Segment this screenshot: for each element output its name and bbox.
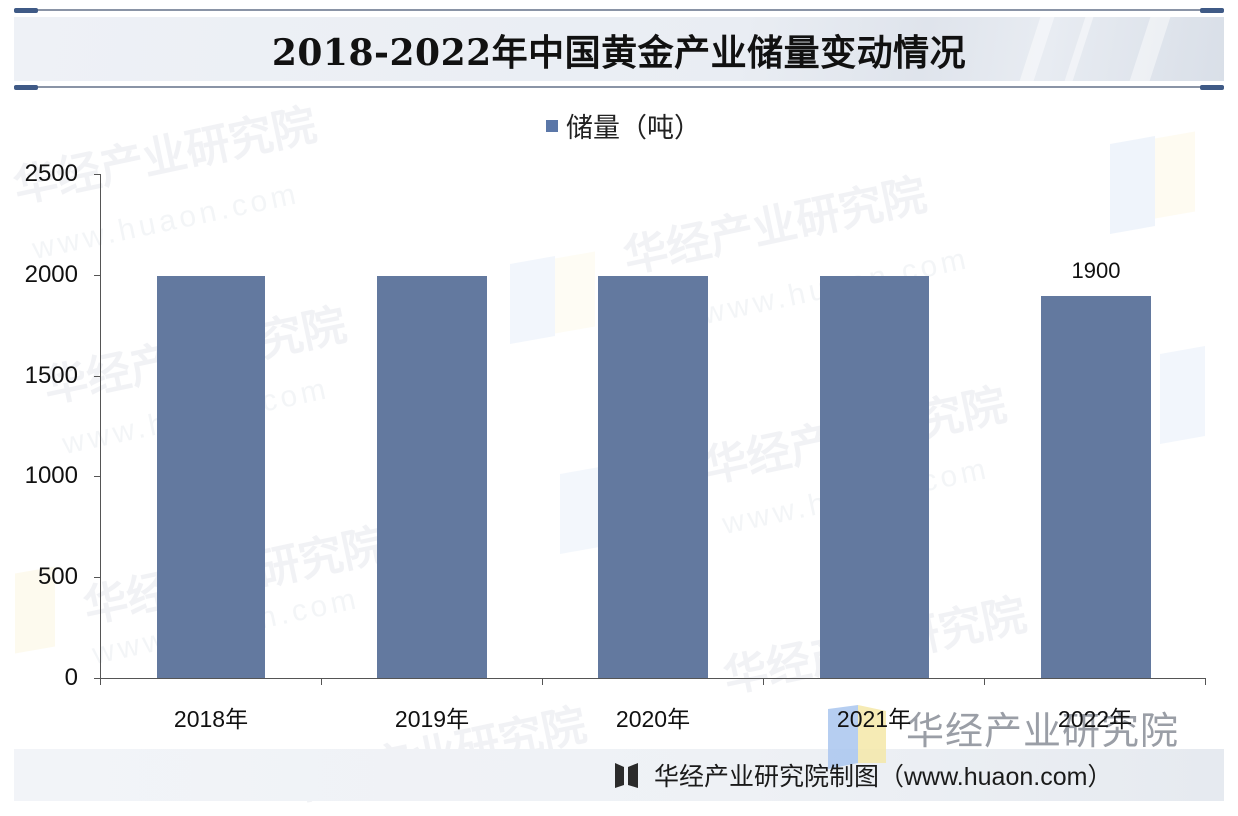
- y-tick-label: 500: [37, 563, 78, 590]
- x-tick-label: 2018年: [173, 706, 249, 732]
- watermark-url: www.huaon.com: [29, 177, 303, 266]
- x-tick: [321, 678, 322, 685]
- bar-2022: [1041, 296, 1151, 678]
- title-top-left-cap: [14, 8, 38, 13]
- bar-2021: [820, 276, 929, 678]
- watermark-text: 华经产业研究院: [618, 169, 931, 284]
- watermark-text: 华经产业研究院: [8, 99, 321, 214]
- brand-logo-icon: [828, 705, 888, 769]
- source-note: 华经产业研究院制图（www.huaon.com）: [654, 763, 1113, 791]
- title-top-rule: [14, 9, 1224, 11]
- x-tick: [984, 678, 985, 685]
- legend-label: 储量（吨）: [566, 113, 701, 143]
- watermark-logo-shape: [555, 251, 595, 334]
- x-tick: [763, 678, 764, 685]
- bar-data-label: 1900: [1071, 258, 1121, 283]
- y-tick: [94, 376, 100, 377]
- chart-legend: 储量（吨）: [546, 106, 701, 145]
- x-axis: [94, 678, 1206, 679]
- x-tick: [100, 678, 101, 685]
- source-logo-icon: [614, 761, 642, 794]
- y-tick-label: 0: [64, 664, 78, 691]
- x-tick-label: 2019年: [394, 706, 470, 732]
- chart-title: 2018-2022年中国黄金产业储量变动情况: [271, 32, 967, 74]
- bar-2020: [598, 276, 708, 678]
- watermark-logo-shape: [1110, 136, 1155, 234]
- y-tick: [94, 275, 100, 276]
- watermark-logo-shape: [1160, 346, 1205, 444]
- y-tick-label: 1000: [24, 462, 78, 489]
- y-tick-label: 2500: [24, 160, 78, 187]
- x-tick: [1205, 678, 1206, 685]
- y-tick: [94, 577, 100, 578]
- x-tick: [542, 678, 543, 685]
- legend-swatch-icon: [546, 119, 558, 132]
- x-tick-label: 2020年: [615, 706, 691, 732]
- y-tick: [94, 174, 100, 175]
- title-bottom-left-cap: [14, 85, 38, 90]
- bar-2018: [157, 276, 265, 678]
- title-bottom-rule: [14, 86, 1224, 88]
- bar-2019: [377, 276, 487, 678]
- title-top-right-cap: [1200, 8, 1224, 13]
- y-tick-label: 1500: [24, 362, 78, 389]
- y-tick-label: 2000: [24, 261, 78, 288]
- title-bottom-right-cap: [1200, 85, 1224, 90]
- x-tick-label: 2021年: [836, 706, 912, 732]
- title-banner: [14, 17, 1224, 81]
- y-axis: [100, 174, 101, 679]
- watermark-logo-shape: [510, 256, 555, 344]
- brand-watermark: 华经产业研究院: [906, 711, 1180, 753]
- y-tick: [94, 476, 100, 477]
- x-tick-label: 2022年: [1057, 706, 1133, 732]
- watermark-logo-shape: [1155, 131, 1195, 219]
